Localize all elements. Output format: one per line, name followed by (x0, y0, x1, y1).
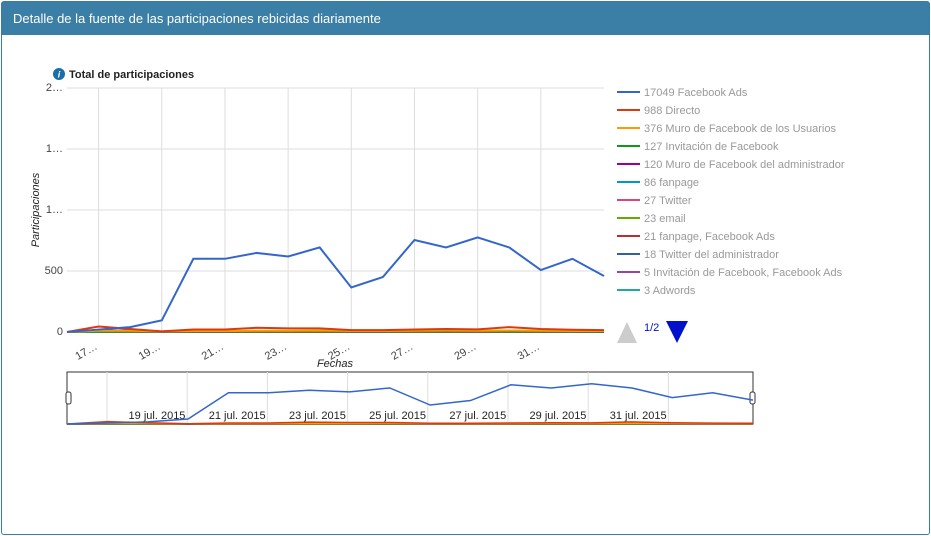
legend-next[interactable] (666, 321, 688, 343)
navigator-label: 29 jul. 2015 (530, 410, 587, 422)
legend-label: 17049 Facebook Ads (644, 87, 748, 99)
legend-label: 376 Muro de Facebook de los Usuarios (644, 123, 836, 135)
x-tick-label: 27… (389, 341, 415, 363)
y-axis-label: Participaciones (30, 172, 42, 247)
y-tick-label: 500 (45, 265, 63, 277)
x-tick-label: 31… (516, 341, 542, 363)
navigator-label: 25 jul. 2015 (369, 410, 426, 422)
y-tick-label: 1… (46, 143, 63, 155)
legend-label: 27 Twitter (644, 195, 692, 207)
navigator-handle[interactable] (749, 391, 756, 405)
navigator-handle[interactable] (65, 391, 72, 405)
info-icon (53, 68, 65, 80)
legend-page: 1/2 (644, 322, 659, 334)
navigator-label: 31 jul. 2015 (610, 410, 667, 422)
legend-label: 3 Adwords (644, 285, 696, 297)
navigator-label: 19 jul. 2015 (129, 410, 186, 422)
series-line (66, 325, 605, 333)
x-tick-label: 29… (452, 341, 478, 363)
panel-title: Detalle de la fuente de las participacio… (2, 2, 929, 35)
navigator-line (66, 382, 754, 425)
x-tick-label: 23… (263, 341, 289, 363)
info-glyph: i (58, 69, 61, 79)
navigator-label: 23 jul. 2015 (289, 410, 346, 422)
legend-label: 5 Invitación de Facebook, Facebook Ads (644, 267, 843, 279)
navigator-label: 27 jul. 2015 (449, 410, 506, 422)
x-axis-label: Fechas (317, 358, 354, 370)
navigator-line (66, 420, 754, 425)
x-tick-label: 19… (137, 341, 163, 363)
legend-label: 23 email (644, 213, 686, 225)
x-tick-label: 21… (200, 341, 226, 363)
legend-label: 21 fanpage, Facebook Ads (644, 231, 775, 243)
legend-label: 988 Directo (644, 105, 700, 117)
y-tick-label: 0 (57, 326, 63, 338)
legend-label: 86 fanpage (644, 177, 699, 189)
y-tick-label: 2… (46, 82, 63, 94)
y-tick-label: 1… (46, 204, 63, 216)
legend-label: 127 Invitación de Facebook (644, 141, 779, 153)
legend-label: 120 Muro de Facebook del administrador (644, 159, 845, 171)
legend-prev[interactable] (617, 322, 637, 343)
x-tick-label: 17… (73, 341, 99, 363)
chart-title: Total de participaciones (69, 69, 194, 81)
series-line (66, 236, 605, 333)
navigator-label: 21 jul. 2015 (209, 410, 266, 422)
legend-label: 18 Twitter del administrador (644, 249, 779, 261)
